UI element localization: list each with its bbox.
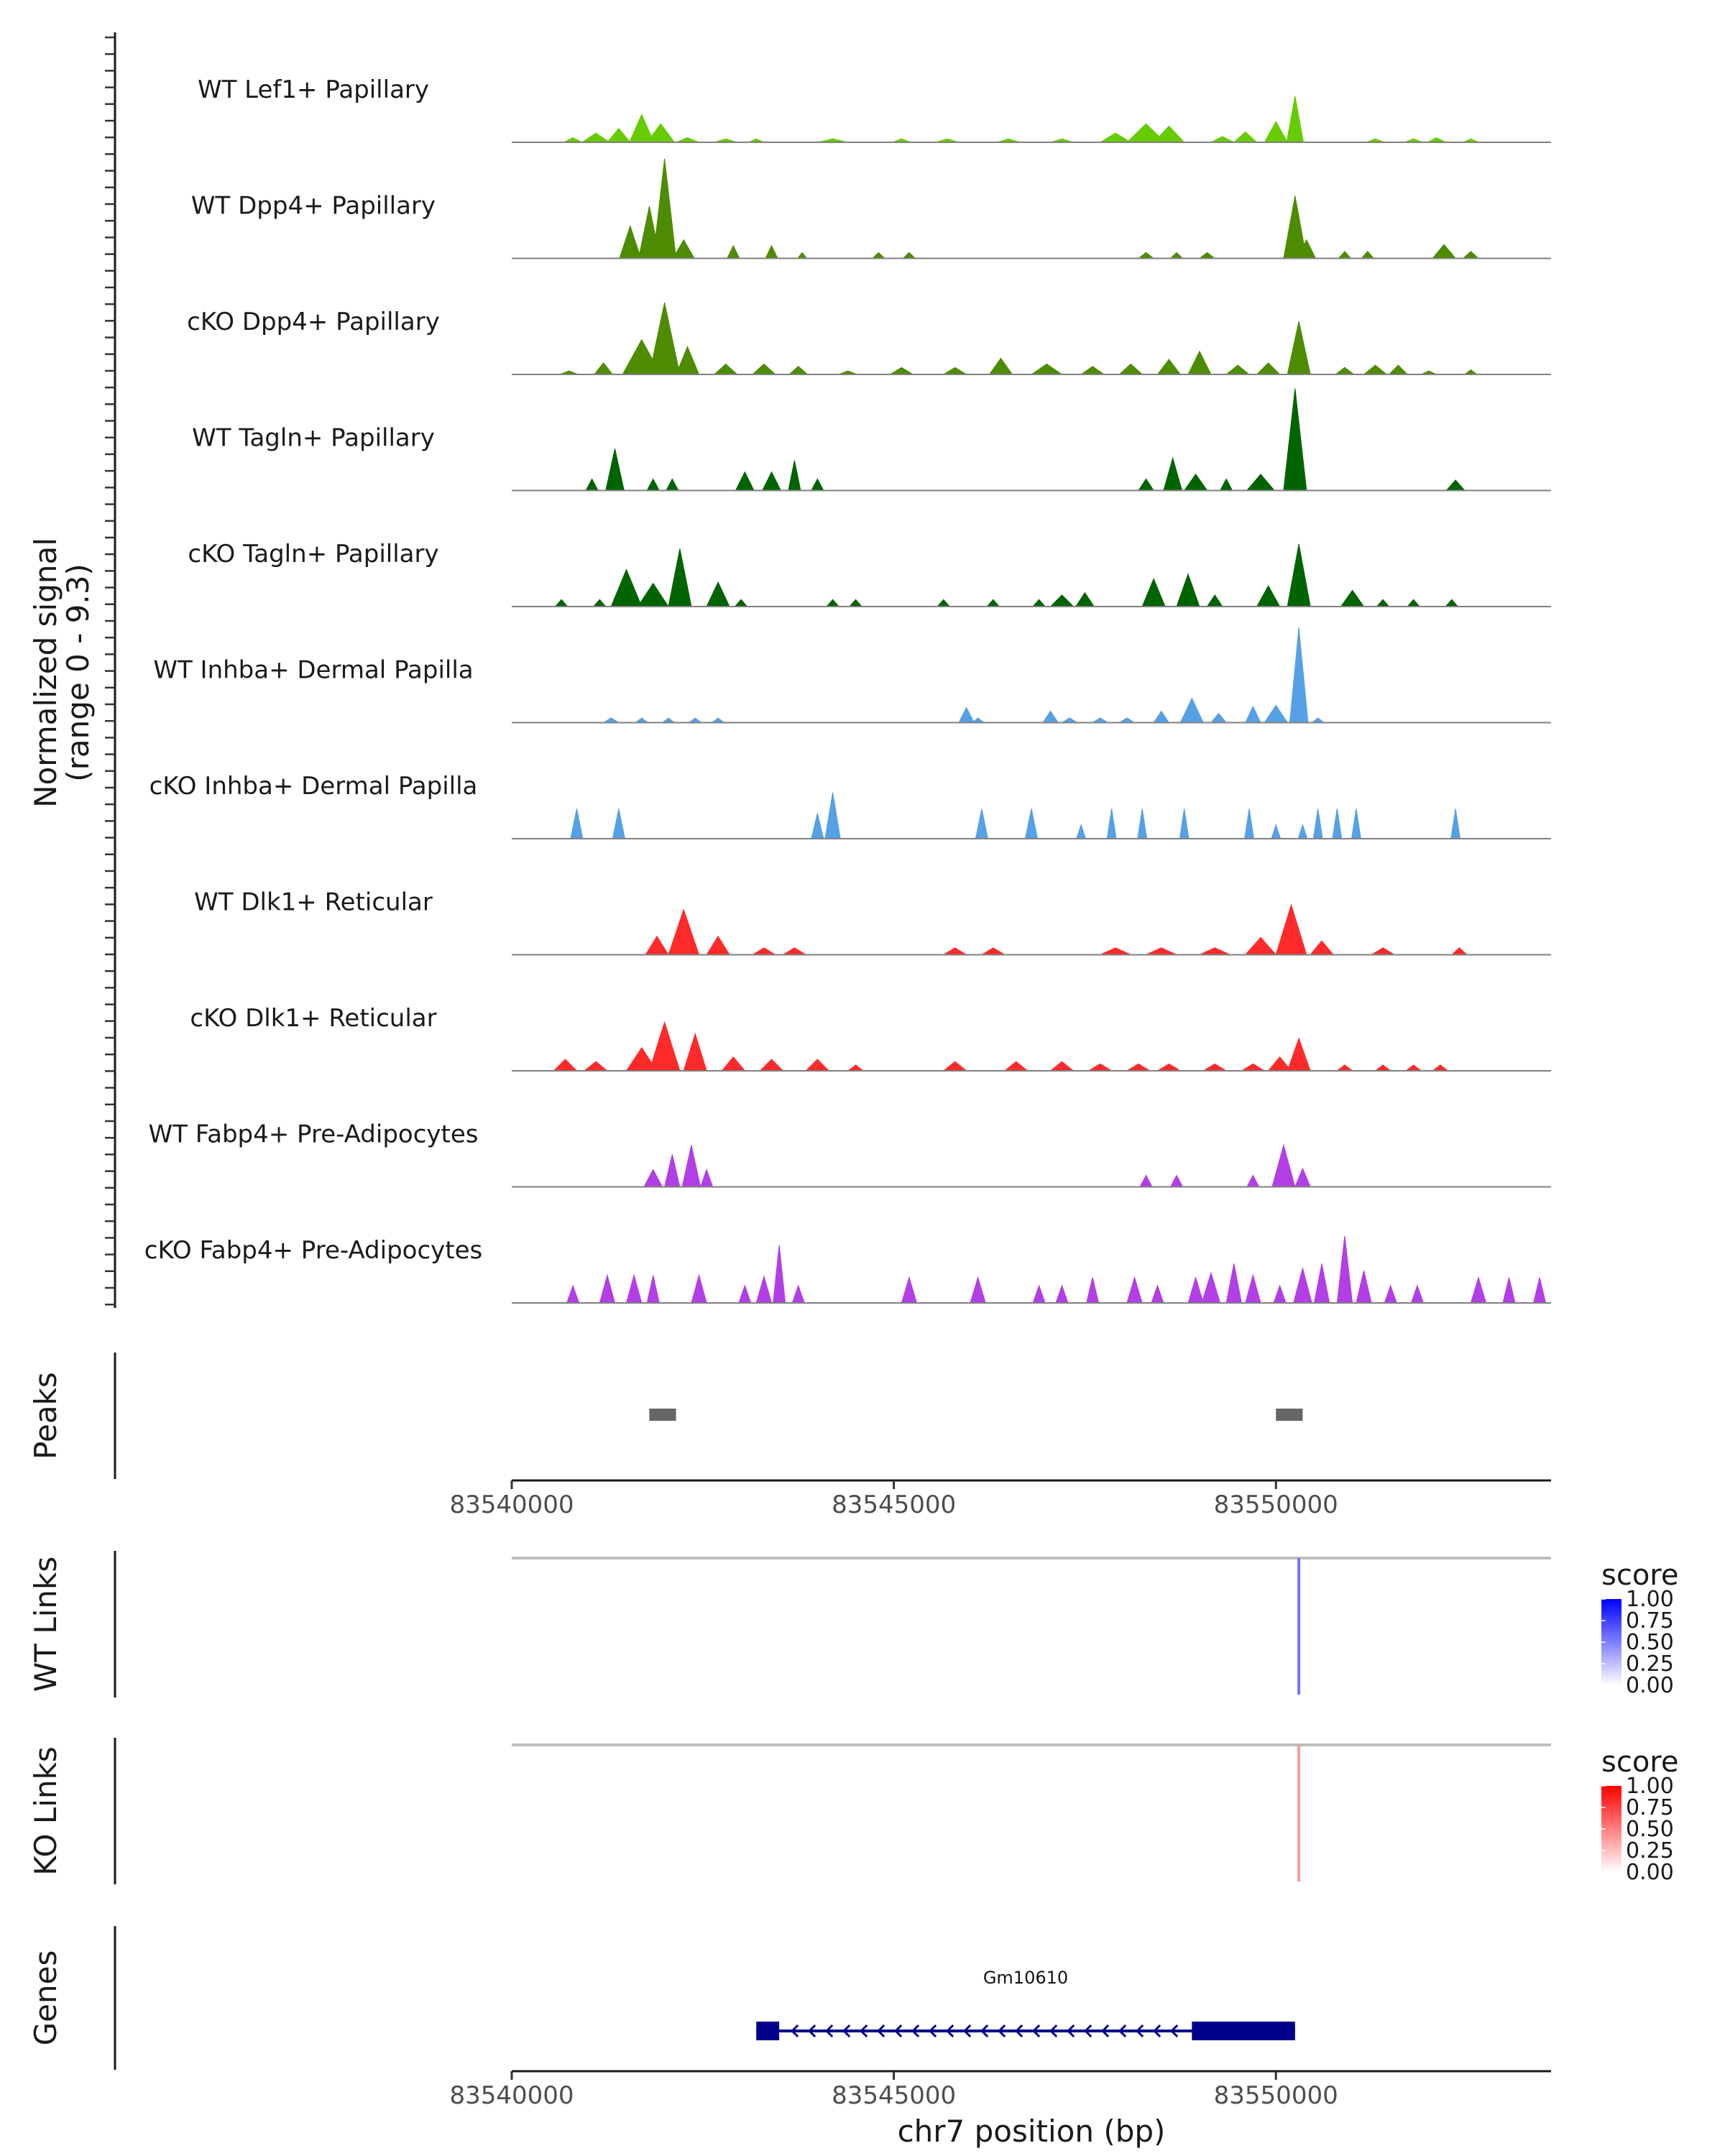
gene-model: Gm10610 <box>756 1968 1295 2040</box>
strand-arrow <box>860 2024 868 2038</box>
legend-tick-label: 1.00 <box>1626 1587 1674 1612</box>
legend-tick-label: 0.00 <box>1626 1860 1674 1885</box>
strand-arrow <box>894 2024 903 2038</box>
strand-arrow <box>1136 2024 1144 2038</box>
legend-tick-label: 0.25 <box>1626 1651 1674 1677</box>
x-axis-bottom-tick-label: 83550000 <box>1214 2081 1338 2110</box>
x-axis-middle-tick-label: 83545000 <box>832 1491 956 1519</box>
links-panels: WT Links KO Links <box>28 1551 1551 1884</box>
coverage-track: WT Fabp4+ Pre-Adipocytes <box>149 1120 1551 1188</box>
strand-arrow <box>808 2024 816 2038</box>
gene-exon <box>756 2022 780 2040</box>
strand-arrow <box>1067 2024 1075 2038</box>
coverage-ylabel-line1: Normalized signal <box>28 538 63 808</box>
gene-exon <box>1192 2022 1295 2040</box>
x-axis-middle-tick-label: 83550000 <box>1214 1491 1338 1519</box>
x-axis-bottom: 83540000 83545000 83550000 <box>449 2070 1551 2110</box>
strand-arrow <box>1118 2024 1127 2038</box>
x-axis-bottom-tick-label: 83540000 <box>449 2081 574 2110</box>
peaks-label: Peaks <box>28 1372 63 1460</box>
strand-arrow <box>825 2024 834 2038</box>
coverage-track: cKO Dpp4+ Papillary <box>187 302 1551 375</box>
coverage-track: WT Tagln+ Papillary <box>192 388 1551 492</box>
legend-tick-label: 0.75 <box>1626 1608 1674 1634</box>
legend-tick-label: 0.25 <box>1626 1838 1674 1864</box>
strand-arrow <box>1049 2024 1058 2038</box>
genes-label: Genes <box>28 1950 63 2046</box>
legend-tick-label: 1.00 <box>1626 1774 1674 1799</box>
x-axis-title: chr7 position (bp) <box>898 2114 1166 2149</box>
track-label: cKO Dpp4+ Papillary <box>187 308 440 336</box>
genes-panel: Genes Gm10610 <box>28 1926 1295 2070</box>
gene-name: Gm10610 <box>983 1968 1068 1988</box>
strand-arrow <box>877 2024 886 2038</box>
coverage-track: cKO Dlk1+ Reticular <box>190 1004 1551 1072</box>
coverage-track: cKO Tagln+ Papillary <box>188 540 1551 607</box>
strand-arrow <box>1015 2024 1024 2038</box>
track-label: WT Fabp4+ Pre-Adipocytes <box>149 1120 479 1149</box>
links-label: WT Links <box>28 1557 63 1692</box>
strand-arrow <box>1084 2024 1092 2038</box>
track-label: cKO Inhba+ Dermal Papilla <box>150 772 478 801</box>
peaks-panel: Peaks <box>28 1353 1303 1479</box>
peak-region <box>649 1409 676 1421</box>
legend-tick-label: 0.75 <box>1626 1795 1674 1820</box>
legend-title: score <box>1601 1559 1678 1592</box>
track-label: WT Inhba+ Dermal Papilla <box>153 656 473 685</box>
x-axis-middle: 83540000 83545000 83550000 <box>449 1479 1551 1519</box>
coverage-ylabel-line2: (range 0 - 9.3) <box>60 563 96 782</box>
strand-arrow <box>946 2024 954 2038</box>
links-panel: KO Links <box>28 1738 1551 1884</box>
track-label: WT Tagln+ Papillary <box>192 424 435 453</box>
legend-tick-label: 0.50 <box>1626 1630 1674 1655</box>
links-label: KO Links <box>28 1746 63 1876</box>
strand-arrow <box>1101 2024 1110 2038</box>
strand-arrow <box>1153 2024 1162 2038</box>
coverage-track: WT Dlk1+ Reticular <box>194 888 1551 956</box>
coverage-track: WT Lef1+ Papillary <box>198 75 1551 143</box>
coverage-track: WT Dpp4+ Papillary <box>191 158 1551 259</box>
track-label: WT Dpp4+ Papillary <box>191 192 436 221</box>
coverage-tracks: WT Lef1+ Papillary WT Dpp4+ Papillary cKO … <box>144 75 1551 1304</box>
coverage-track: cKO Fabp4+ Pre-Adipocytes <box>144 1235 1551 1304</box>
strand-arrow <box>842 2024 851 2038</box>
coverage-track: cKO Inhba+ Dermal Papilla <box>150 772 1551 839</box>
strand-arrow <box>998 2024 1006 2038</box>
legend-tick-label: 0.50 <box>1626 1817 1674 1842</box>
coverage-track: WT Inhba+ Dermal Papilla <box>153 627 1551 724</box>
track-label: cKO Tagln+ Papillary <box>188 540 438 568</box>
links-panel: WT Links <box>28 1551 1551 1697</box>
track-label: cKO Fabp4+ Pre-Adipocytes <box>144 1236 483 1265</box>
strand-arrow <box>963 2024 972 2038</box>
strand-arrow <box>1170 2024 1179 2038</box>
track-label: cKO Dlk1+ Reticular <box>190 1004 436 1033</box>
strand-arrow <box>1032 2024 1041 2038</box>
coverage-y-axis <box>105 32 116 1308</box>
track-label: WT Dlk1+ Reticular <box>194 888 433 917</box>
legend-tick-label: 0.00 <box>1626 1673 1674 1698</box>
x-axis-bottom-tick-label: 83545000 <box>832 2081 956 2110</box>
legends: score1.000.750.500.250.00score1.000.750.… <box>1601 1559 1678 1885</box>
strand-arrow <box>911 2024 920 2038</box>
strand-arrow <box>980 2024 989 2038</box>
strand-arrow <box>791 2024 799 2038</box>
x-axis-middle-tick-label: 83540000 <box>449 1491 574 1519</box>
track-label: WT Lef1+ Papillary <box>198 75 429 104</box>
strand-arrow <box>929 2024 937 2038</box>
legend-title: score <box>1601 1746 1678 1779</box>
peak-region <box>1276 1409 1303 1421</box>
